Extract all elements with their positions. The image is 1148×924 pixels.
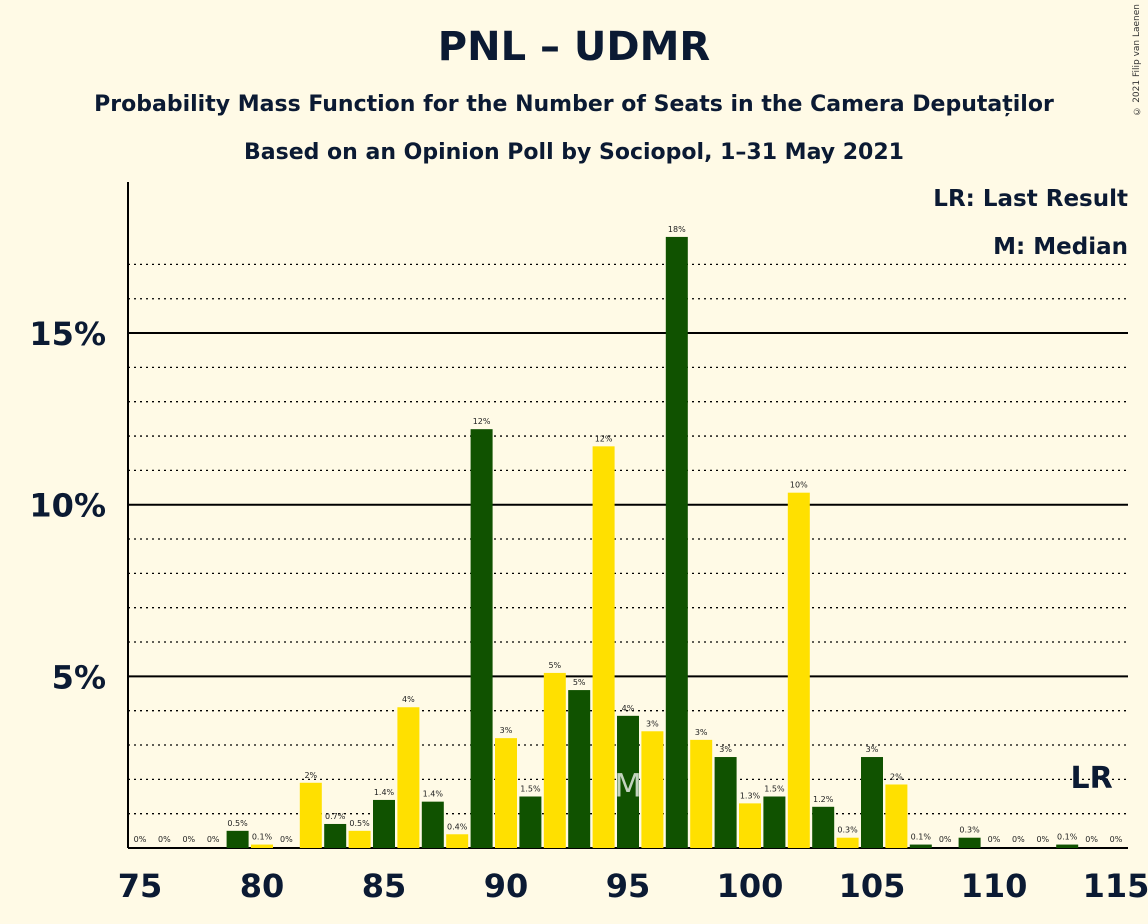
bar-seat-106 (885, 784, 908, 848)
bar-seat-103 (812, 806, 835, 848)
bar-seat-99 (714, 757, 737, 848)
data-label: 0.5% (227, 819, 248, 828)
x-tick-label: 105 (839, 867, 906, 905)
bar-seat-91 (519, 796, 542, 848)
bar-seat-97 (665, 236, 688, 848)
bar-seat-93 (568, 690, 591, 848)
data-label: 1.4% (374, 788, 395, 797)
bar-seat-107 (909, 844, 932, 848)
data-label: 0% (134, 835, 147, 844)
bar-seat-104 (836, 837, 859, 848)
bar-seat-84 (348, 830, 371, 848)
y-tick-label: 15% (29, 315, 106, 353)
bar-seat-82 (299, 782, 322, 848)
bar-seat-86 (397, 707, 420, 848)
bar-seat-96 (641, 731, 664, 848)
bar-seat-101 (763, 796, 786, 848)
data-label: 1.3% (740, 791, 761, 800)
data-label: 5% (573, 678, 586, 687)
data-label: 0% (1110, 835, 1123, 844)
data-label: 1.4% (423, 790, 444, 799)
bar-seat-100 (739, 803, 761, 848)
bar-seat-105 (861, 757, 883, 848)
data-label: 0% (939, 835, 952, 844)
data-label: 3% (695, 728, 708, 737)
bar-seat-87 (421, 801, 444, 848)
data-label: 0% (182, 835, 195, 844)
last-result-marker: LR (1070, 761, 1112, 796)
data-label: 1.2% (813, 795, 834, 804)
data-label: 0.7% (325, 812, 346, 821)
bar-seat-92 (543, 672, 566, 848)
bar-seat-113 (1056, 844, 1079, 848)
data-label: 0.1% (252, 833, 273, 842)
x-tick-label: 95 (606, 867, 651, 905)
data-label: 0.3% (837, 826, 858, 835)
data-label: 12% (595, 434, 613, 443)
data-label: 1.5% (520, 785, 541, 794)
data-label: 0% (1036, 835, 1049, 844)
x-tick-label: 85 (362, 867, 407, 905)
data-label: 0.1% (1057, 833, 1078, 842)
bar-seat-79 (226, 830, 249, 848)
bar-seat-80 (251, 844, 273, 848)
data-label: 0% (1085, 835, 1098, 844)
data-label: 0.3% (959, 826, 980, 835)
data-label: 1.5% (764, 785, 785, 794)
data-label: 0% (280, 835, 293, 844)
legend-median: M: Median (993, 234, 1128, 260)
data-label: 12% (473, 417, 491, 426)
data-label: 3% (646, 719, 659, 728)
data-label: 0.1% (911, 833, 932, 842)
data-label: 0% (988, 835, 1001, 844)
data-label: 0.5% (349, 819, 370, 828)
median-marker: M (614, 767, 642, 805)
x-tick-label: 80 (240, 867, 285, 905)
data-label: 4% (402, 695, 415, 704)
data-label: 18% (668, 225, 686, 234)
data-label: 2% (304, 771, 317, 780)
data-label: 5% (548, 661, 561, 670)
data-label: 3% (719, 745, 732, 754)
data-label: 2% (890, 772, 903, 781)
bar-seat-90 (495, 738, 517, 848)
chart-title: PNL – UDMR (437, 24, 711, 70)
bar-seat-98 (690, 739, 713, 848)
bar-seat-88 (446, 834, 469, 848)
chart-subtitle: Probability Mass Function for the Number… (94, 92, 1054, 117)
bar-seat-95 (617, 715, 639, 848)
data-label: 0% (158, 835, 171, 844)
data-label: 0% (1012, 835, 1025, 844)
bar-seat-83 (324, 823, 347, 848)
x-tick-label: 90 (484, 867, 529, 905)
data-label: 3% (500, 726, 513, 735)
data-label: 0.4% (447, 822, 468, 831)
y-tick-label: 5% (52, 658, 106, 696)
bar-seat-102 (787, 492, 810, 848)
bar-seat-109 (958, 837, 981, 848)
data-label: 10% (790, 481, 808, 490)
data-label: 0% (207, 835, 220, 844)
bar-seat-85 (373, 799, 395, 848)
y-tick-label: 10% (29, 487, 106, 525)
bar-seat-89 (470, 429, 493, 848)
legend-last-result: LR: Last Result (933, 186, 1128, 212)
data-label: 4% (622, 704, 635, 713)
bar-seat-94 (592, 446, 615, 848)
x-tick-label: 115 (1083, 867, 1148, 905)
x-tick-label: 110 (961, 867, 1028, 905)
data-label: 3% (866, 745, 879, 754)
x-tick-label: 100 (717, 867, 784, 905)
x-tick-label: 75 (118, 867, 163, 905)
chart-subtitle-poll: Based on an Opinion Poll by Sociopol, 1–… (244, 140, 904, 165)
